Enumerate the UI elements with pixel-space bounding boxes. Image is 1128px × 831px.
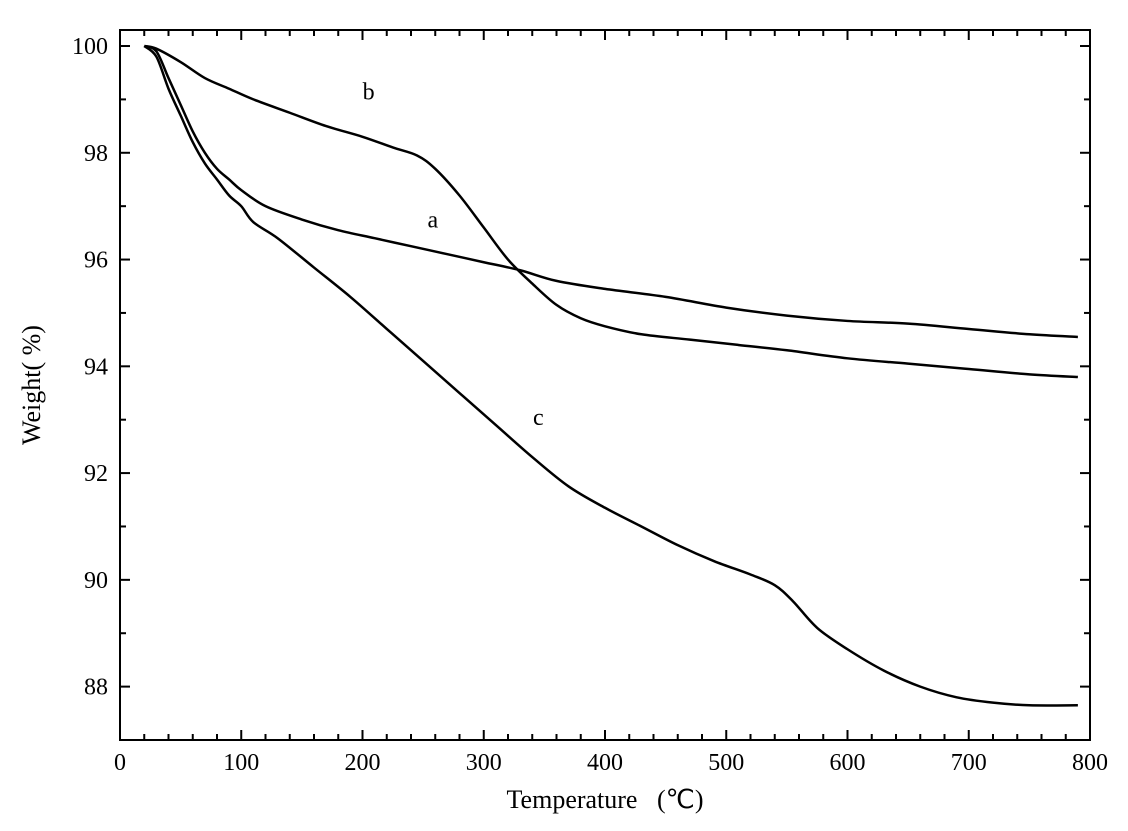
- x-tick-label: 600: [830, 750, 866, 776]
- series-c: [144, 46, 1078, 705]
- x-tick-label: 200: [345, 750, 381, 776]
- series-label-c: c: [533, 405, 544, 431]
- x-tick-label: 800: [1072, 750, 1108, 776]
- x-tick-label: 0: [114, 750, 126, 776]
- y-tick-label: 92: [84, 461, 108, 487]
- y-tick-label: 88: [84, 675, 108, 701]
- x-tick-label: 400: [587, 750, 623, 776]
- chart-svg: 0 100 200 300 400 500 600 700 800 88 90 92 94 96 98 100…: [0, 0, 1128, 831]
- x-axis-label: Temperature (℃): [506, 785, 703, 814]
- plot-frame: [120, 30, 1090, 740]
- x-tick-label: 100: [223, 750, 259, 776]
- y-tick-label: 98: [84, 141, 108, 167]
- y-tick-label: 94: [84, 354, 108, 380]
- series-b: [144, 46, 1078, 377]
- y-tick-label: 96: [84, 248, 108, 274]
- x-tick-label: 700: [951, 750, 987, 776]
- x-tick-label: 300: [466, 750, 502, 776]
- y-axis-label: Weight( %): [17, 325, 46, 445]
- series-label-b: b: [363, 79, 375, 105]
- tga-chart: 0 100 200 300 400 500 600 700 800 88 90 92 94 96 98 100…: [0, 0, 1128, 831]
- series-a: [144, 46, 1078, 337]
- y-tick-label: 100: [72, 34, 108, 60]
- y-tick-label: 90: [84, 568, 108, 594]
- x-tick-label: 500: [708, 750, 744, 776]
- series-label-a: a: [427, 208, 438, 234]
